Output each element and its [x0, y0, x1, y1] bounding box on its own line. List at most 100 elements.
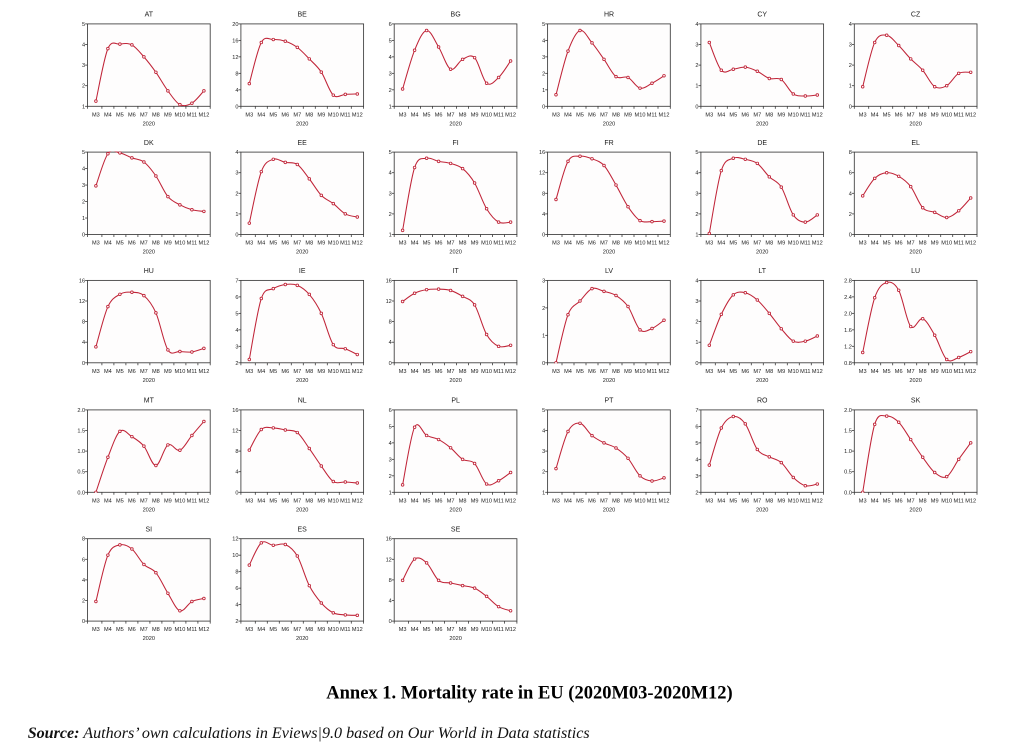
svg-text:M4: M4: [104, 498, 112, 504]
svg-text:M7: M7: [600, 498, 608, 504]
svg-text:M4: M4: [257, 498, 265, 504]
svg-text:12: 12: [232, 55, 238, 61]
svg-text:2.8: 2.8: [844, 278, 852, 284]
svg-text:M10: M10: [941, 241, 952, 247]
svg-text:M3: M3: [552, 369, 560, 375]
svg-text:M7: M7: [907, 112, 915, 118]
svg-text:M9: M9: [777, 498, 785, 504]
svg-text:0: 0: [542, 104, 545, 110]
svg-text:M4: M4: [717, 241, 725, 247]
svg-text:M11: M11: [953, 241, 963, 247]
svg-text:M8: M8: [459, 498, 467, 504]
svg-text:M7: M7: [600, 241, 608, 247]
svg-text:M6: M6: [128, 498, 136, 504]
svg-text:4: 4: [389, 171, 392, 177]
svg-text:2020: 2020: [296, 250, 308, 256]
svg-text:0: 0: [235, 490, 238, 496]
svg-text:6: 6: [389, 408, 392, 414]
svg-text:1: 1: [389, 233, 392, 239]
svg-text:EL: EL: [911, 140, 920, 147]
svg-text:2020: 2020: [296, 121, 308, 127]
svg-text:M9: M9: [164, 112, 172, 118]
svg-text:M8: M8: [152, 369, 160, 375]
svg-text:PL: PL: [451, 398, 460, 405]
svg-text:M9: M9: [931, 498, 939, 504]
svg-text:M4: M4: [104, 627, 112, 633]
svg-text:M10: M10: [481, 498, 492, 504]
svg-text:IE: IE: [299, 268, 306, 275]
svg-text:1.2: 1.2: [844, 344, 852, 350]
svg-text:M11: M11: [493, 498, 503, 504]
svg-text:M11: M11: [187, 627, 197, 633]
svg-text:M12: M12: [352, 627, 363, 633]
svg-text:3: 3: [389, 457, 392, 463]
svg-text:M12: M12: [812, 112, 823, 118]
svg-text:6: 6: [695, 424, 698, 430]
svg-text:M5: M5: [116, 112, 124, 118]
svg-text:M8: M8: [612, 112, 620, 118]
svg-text:M3: M3: [399, 112, 407, 118]
svg-text:M10: M10: [481, 112, 492, 118]
svg-text:5: 5: [389, 424, 392, 430]
svg-text:M12: M12: [505, 369, 516, 375]
svg-text:2: 2: [695, 63, 698, 69]
svg-text:3: 3: [542, 449, 545, 455]
svg-text:M8: M8: [612, 369, 620, 375]
svg-text:M4: M4: [717, 112, 725, 118]
svg-text:M4: M4: [871, 369, 879, 375]
svg-text:M9: M9: [931, 112, 939, 118]
svg-text:M7: M7: [753, 112, 761, 118]
svg-text:2020: 2020: [143, 507, 155, 513]
svg-text:M5: M5: [116, 241, 124, 247]
svg-text:M6: M6: [128, 627, 136, 633]
svg-text:M5: M5: [423, 498, 431, 504]
svg-text:M6: M6: [741, 498, 749, 504]
svg-text:2020: 2020: [909, 507, 921, 513]
svg-text:M7: M7: [600, 369, 608, 375]
svg-text:M9: M9: [624, 112, 632, 118]
svg-text:8: 8: [389, 320, 392, 326]
svg-text:M3: M3: [705, 498, 713, 504]
svg-text:M11: M11: [187, 498, 197, 504]
svg-text:M11: M11: [647, 498, 657, 504]
svg-text:M5: M5: [576, 112, 584, 118]
svg-text:M5: M5: [269, 369, 277, 375]
svg-text:M4: M4: [564, 112, 572, 118]
svg-text:M6: M6: [895, 112, 903, 118]
svg-text:M7: M7: [753, 498, 761, 504]
svg-text:M10: M10: [941, 112, 952, 118]
svg-text:DE: DE: [757, 140, 767, 147]
svg-text:IT: IT: [452, 268, 459, 275]
svg-text:M8: M8: [765, 241, 773, 247]
svg-text:2020: 2020: [756, 378, 768, 384]
svg-text:M5: M5: [423, 241, 431, 247]
svg-text:M9: M9: [471, 369, 479, 375]
svg-text:2: 2: [82, 84, 85, 90]
svg-text:2020: 2020: [603, 250, 615, 256]
svg-text:M10: M10: [174, 369, 185, 375]
svg-text:M12: M12: [352, 369, 363, 375]
svg-text:EE: EE: [298, 140, 308, 147]
svg-text:M6: M6: [588, 369, 596, 375]
svg-text:8: 8: [235, 71, 238, 77]
svg-text:16: 16: [539, 150, 545, 156]
svg-text:4: 4: [235, 328, 238, 334]
svg-text:1.0: 1.0: [77, 449, 85, 455]
svg-text:M8: M8: [765, 369, 773, 375]
svg-text:4: 4: [235, 470, 238, 476]
svg-text:4: 4: [695, 22, 698, 28]
svg-text:M5: M5: [269, 112, 277, 118]
svg-text:M12: M12: [812, 369, 823, 375]
svg-text:4: 4: [542, 38, 545, 44]
svg-text:4: 4: [542, 429, 545, 435]
svg-text:0: 0: [542, 233, 545, 239]
svg-text:M3: M3: [705, 369, 713, 375]
svg-text:LT: LT: [758, 268, 766, 275]
svg-text:8: 8: [82, 537, 85, 543]
svg-text:16: 16: [79, 278, 85, 284]
svg-text:M8: M8: [919, 498, 927, 504]
svg-text:M9: M9: [317, 627, 325, 633]
svg-text:DK: DK: [144, 140, 154, 147]
svg-text:M5: M5: [729, 241, 737, 247]
svg-text:M10: M10: [174, 112, 185, 118]
